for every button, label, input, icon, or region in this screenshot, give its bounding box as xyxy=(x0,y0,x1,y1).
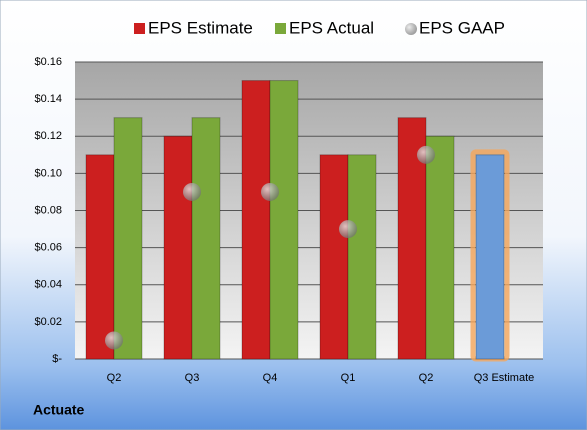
legend-marker xyxy=(275,23,286,34)
bar xyxy=(269,80,299,360)
y-tick-label: $0.04 xyxy=(34,279,62,291)
bar xyxy=(85,154,115,360)
bar xyxy=(191,117,221,360)
bar xyxy=(347,154,377,360)
legend-marker xyxy=(134,23,145,34)
x-tick-label: Q2 xyxy=(107,372,122,384)
x-tick-label: Q4 xyxy=(263,372,278,384)
y-tick-label: $0.06 xyxy=(34,242,62,254)
point xyxy=(105,331,123,350)
legend-marker xyxy=(405,23,417,35)
x-tick-label: Q3 Estimate xyxy=(474,372,535,384)
bar xyxy=(163,135,193,360)
bar xyxy=(475,154,505,360)
point xyxy=(261,182,279,201)
y-tick-label: $0.16 xyxy=(34,56,62,68)
bar xyxy=(241,80,271,360)
x-tick-label: Q3 xyxy=(185,372,200,384)
y-tick-label: $0.12 xyxy=(34,130,62,142)
bar xyxy=(397,117,427,360)
x-tick-label: Q1 xyxy=(341,372,356,384)
point xyxy=(417,145,435,164)
legend-label: EPS Actual xyxy=(289,18,374,37)
point xyxy=(183,182,201,201)
bar xyxy=(319,154,349,360)
y-tick-label: $0.08 xyxy=(34,204,62,216)
point xyxy=(339,220,357,239)
legend-label: EPS GAAP xyxy=(419,18,505,37)
bar xyxy=(113,117,143,360)
legend-label: EPS Estimate xyxy=(148,18,253,37)
x-tick-label: Q2 xyxy=(419,372,434,384)
bar xyxy=(425,135,455,360)
company-label: Actuate xyxy=(33,402,85,418)
y-tick-label: $0.10 xyxy=(34,167,62,179)
y-tick-label: $0.02 xyxy=(34,316,62,328)
y-tick-label: $- xyxy=(52,353,62,365)
y-tick-label: $0.14 xyxy=(34,93,62,105)
